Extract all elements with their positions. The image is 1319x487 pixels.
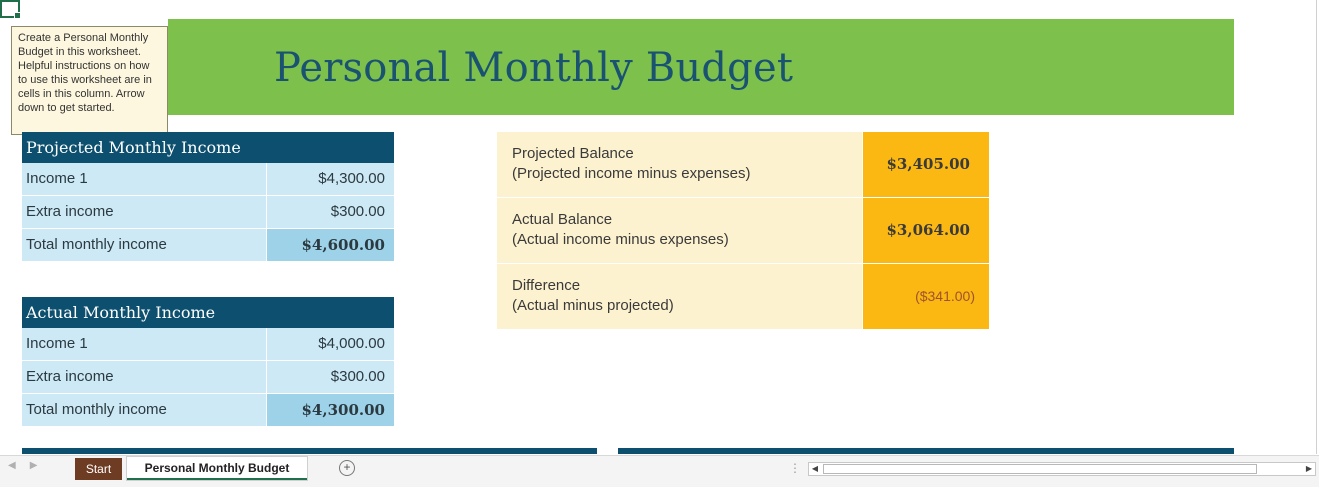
row-value[interactable]: $4,300.00 — [267, 163, 394, 195]
balance-row-difference: Difference (Actual minus projected) ($34… — [497, 264, 989, 330]
expenses-table-header-right[interactable] — [618, 448, 1234, 454]
chevron-right-icon[interactable]: ▶ — [1305, 464, 1313, 473]
row-value[interactable]: $4,600.00 — [267, 229, 394, 261]
row-label[interactable]: Income 1 — [22, 163, 267, 195]
row-label[interactable]: Total monthly income — [22, 229, 267, 261]
sheet-tab-start[interactable]: Start — [75, 458, 122, 480]
cell-input-message-tooltip: Create a Personal Monthly Budget in this… — [11, 26, 168, 135]
table-row: Extra income $300.00 — [22, 361, 394, 394]
scrollbar-thumb[interactable] — [823, 464, 1257, 474]
balance-sublabel: (Actual income minus expenses) — [512, 231, 729, 248]
balance-label-cell[interactable]: Difference (Actual minus projected) — [497, 264, 863, 329]
balance-row-actual: Actual Balance (Actual income minus expe… — [497, 198, 989, 264]
row-label[interactable]: Extra income — [22, 361, 267, 393]
table-row: Income 1 $4,300.00 — [22, 163, 394, 196]
balance-value-negative[interactable]: ($341.00) — [863, 264, 989, 329]
row-value[interactable]: $4,000.00 — [267, 328, 394, 360]
balance-value[interactable]: $3,064.00 — [863, 198, 989, 263]
balance-sublabel: (Actual minus projected) — [512, 297, 674, 314]
row-label[interactable]: Extra income — [22, 196, 267, 228]
chevron-left-icon[interactable]: ◀ — [8, 460, 30, 471]
tab-scroll-arrows[interactable]: ◀▶ — [8, 460, 51, 471]
balance-label: Projected Balance — [512, 145, 634, 162]
horizontal-scrollbar[interactable]: ◀ ▶ — [808, 462, 1316, 476]
row-value[interactable]: $4,300.00 — [267, 394, 394, 426]
active-cell-selector[interactable] — [0, 0, 21, 19]
expenses-table-header-left[interactable] — [22, 448, 597, 454]
fill-handle[interactable] — [14, 12, 21, 19]
projected-income-table: Projected Monthly Income Income 1 $4,300… — [22, 132, 394, 262]
row-label[interactable]: Total monthly income — [22, 394, 267, 426]
row-value[interactable]: $300.00 — [267, 196, 394, 228]
balance-sublabel: (Projected income minus expenses) — [512, 165, 751, 182]
page-title: Personal Monthly Budget — [274, 45, 794, 91]
table-row: Extra income $300.00 — [22, 196, 394, 229]
balance-summary: Projected Balance (Projected income minu… — [497, 132, 989, 330]
plus-circle-icon[interactable]: + — [339, 460, 355, 476]
sheet-tab-personal-monthly-budget[interactable]: Personal Monthly Budget — [127, 457, 307, 480]
balance-value[interactable]: $3,405.00 — [863, 132, 989, 197]
sheet-tab-label: Personal Monthly Budget — [144, 461, 290, 475]
chevron-left-icon[interactable]: ◀ — [811, 464, 819, 473]
table-row-total: Total monthly income $4,600.00 — [22, 229, 394, 262]
balance-label: Actual Balance — [512, 211, 613, 228]
balance-label-cell[interactable]: Actual Balance (Actual income minus expe… — [497, 198, 863, 263]
tab-split-handle[interactable]: ⋮ — [789, 461, 801, 475]
projected-income-header[interactable]: Projected Monthly Income — [22, 132, 394, 163]
table-row: Income 1 $4,000.00 — [22, 328, 394, 361]
chevron-right-icon[interactable]: ▶ — [29, 460, 52, 471]
balance-label-cell[interactable]: Projected Balance (Projected income minu… — [497, 132, 863, 197]
row-value[interactable]: $300.00 — [267, 361, 394, 393]
actual-income-table: Actual Monthly Income Income 1 $4,000.00… — [22, 297, 394, 427]
balance-row-projected: Projected Balance (Projected income minu… — [497, 132, 989, 198]
table-row-total: Total monthly income $4,300.00 — [22, 394, 394, 427]
sheet-tab-bar: ◀▶ Start Personal Monthly Budget + ⋮ ◀ ▶ — [0, 455, 1319, 487]
row-label[interactable]: Income 1 — [22, 328, 267, 360]
title-band: Personal Monthly Budget — [168, 19, 1234, 115]
worksheet-grid[interactable]: Personal Monthly Budget Create a Persona… — [0, 0, 1317, 454]
balance-label: Difference — [512, 277, 581, 294]
actual-income-header[interactable]: Actual Monthly Income — [22, 297, 394, 328]
